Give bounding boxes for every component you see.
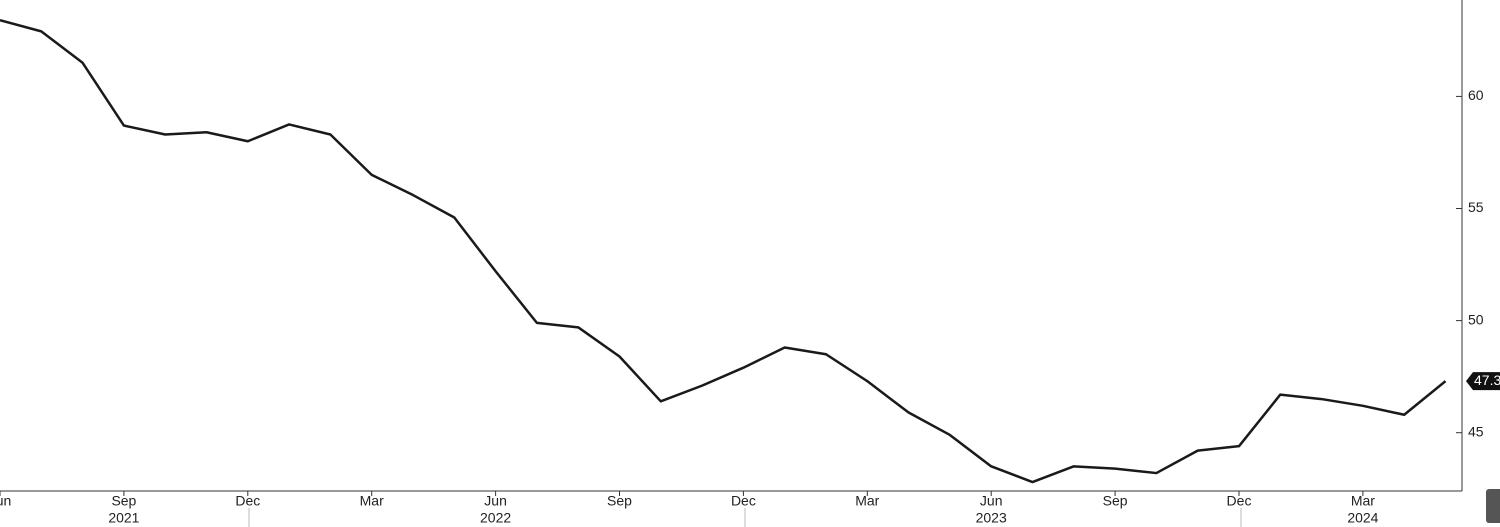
year-label: 2022 [480,510,511,526]
x-tick-label: Mar [360,493,384,509]
tool-icon[interactable] [1486,489,1500,523]
y-tick-label: 55 [1468,199,1484,215]
last-value-badge [1466,372,1500,391]
last-value-label: 47.3 [1474,372,1500,388]
line [0,18,1447,484]
x-tick-label: Mar [855,493,879,509]
year-label: 2021 [108,510,139,526]
x-tick-label: Dec [1227,493,1252,509]
x-tick-label: Dec [235,493,260,509]
x-tick-label: Sep [607,493,632,509]
y-tick-label: 60 [1468,87,1484,103]
x-tick-label: Dec [731,493,756,509]
year-label: 2024 [1347,510,1378,526]
x-tick-label: Sep [1103,493,1128,509]
y-tick-label: 50 [1468,311,1484,327]
x-tick-label: Sep [111,493,136,509]
x-tick-label: Jun [0,493,11,509]
x-tick-label: Mar [1351,493,1375,509]
x-tick-label: Jun [980,493,1003,509]
year-label: 2023 [976,510,1007,526]
y-tick-label: 45 [1468,423,1484,439]
x-tick-label: Jun [484,493,507,509]
